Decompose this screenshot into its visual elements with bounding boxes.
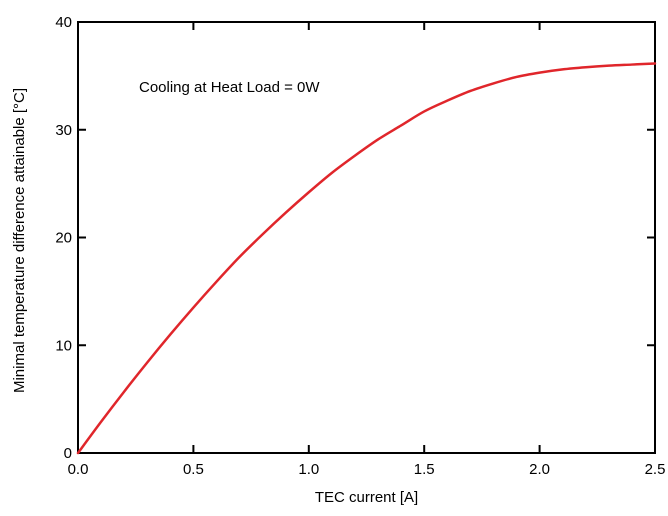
y-axis-label: Minimal temperature difference attainabl… [11,88,28,393]
x-tick-label: 2.0 [529,461,550,478]
x-tick-label: 0.5 [183,461,204,478]
x-tick-label: 2.5 [645,461,666,478]
tick-labels: 0.0 0.5 1.0 1.5 2.0 2.5 0 10 20 30 40 [55,14,665,478]
x-tick-label: 1.0 [298,461,319,478]
y-tick-label: 10 [55,337,72,354]
y-tick-label: 20 [55,230,72,247]
y-tick-label: 0 [64,445,72,462]
y-tick-label: 30 [55,122,72,139]
annotation-text: Cooling at Heat Load = 0W [139,79,320,96]
x-tick-label: 1.5 [414,461,435,478]
series-line [76,62,657,455]
x-axis-label: TEC current [A] [315,489,418,506]
x-tick-label: 0.0 [68,461,89,478]
y-tick-label: 40 [55,14,72,31]
